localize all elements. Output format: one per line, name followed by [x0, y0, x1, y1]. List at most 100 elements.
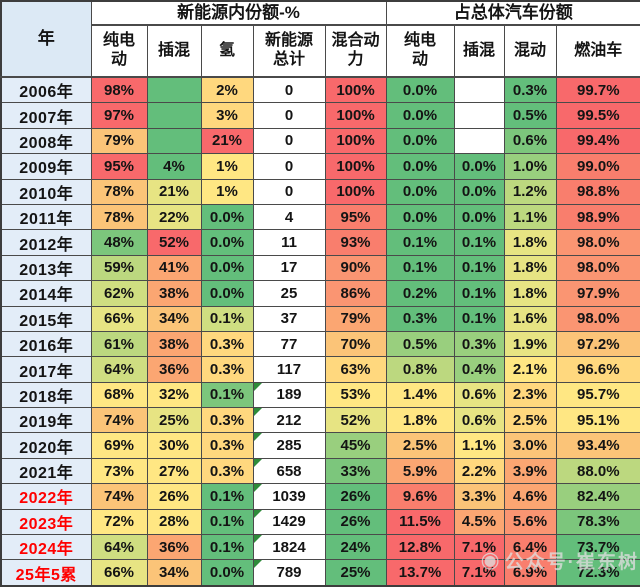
value-cell: 1.8%: [503, 254, 557, 282]
corner-note-triangle-icon: [254, 484, 262, 493]
year-cell: 2022年: [0, 483, 92, 510]
value-cell: 0: [252, 153, 326, 180]
value-cell: 22%: [146, 203, 202, 231]
value-cell: 93%: [324, 229, 387, 256]
value-cell: 0.0%: [453, 203, 505, 231]
value-cell: 90%: [324, 254, 387, 282]
value-cell: 27%: [146, 457, 202, 485]
value-cell: 0.1%: [453, 254, 505, 282]
value-cell: 0: [252, 127, 326, 155]
value-cell: 73%: [90, 457, 148, 485]
value-cell: 100%: [324, 178, 387, 205]
value-cell: 3.3%: [453, 483, 505, 510]
value-cell: 1.1%: [453, 432, 505, 459]
value-cell: 25%: [324, 559, 387, 587]
value-cell: 98.0%: [555, 229, 640, 256]
value-cell: 100%: [324, 76, 387, 104]
value-cell: 45%: [324, 432, 387, 459]
value-cell: 3.0%: [503, 432, 557, 459]
value-cell: 0.1%: [453, 280, 505, 307]
value-cell: 99.5%: [555, 102, 640, 129]
table-row: 2013年 59% 41% 0.0% 17 90% 0.1% 0.1% 1.8% 98.0%: [0, 254, 640, 282]
value-cell: 38%: [146, 280, 202, 307]
value-cell: 0.0%: [385, 178, 455, 205]
value-cell: 2.2%: [453, 457, 505, 485]
value-cell: 52%: [324, 407, 387, 434]
value-cell: 0.0%: [200, 559, 254, 587]
table-row: 2008年 79% 21% 0 100% 0.0% 0.6% 99.4%: [0, 127, 640, 155]
value-cell: 0.3%: [503, 76, 557, 104]
value-cell: 28%: [146, 508, 202, 536]
value-cell: 73.7%: [555, 534, 640, 561]
value-cell: 0.0%: [200, 254, 254, 282]
value-cell: 2.3%: [503, 381, 557, 409]
year-cell: 2017年: [0, 356, 92, 383]
value-cell: 0.1%: [385, 229, 455, 256]
value-cell: 88.0%: [555, 457, 640, 485]
value-cell: 2.1%: [503, 356, 557, 383]
value-cell: 59%: [90, 254, 148, 282]
value-cell: 0.3%: [200, 457, 254, 485]
value-cell: 100%: [324, 153, 387, 180]
value-cell: 0.3%: [453, 330, 505, 358]
value-cell: 34%: [146, 305, 202, 332]
value-cell: 0.2%: [385, 280, 455, 307]
value-cell: 1.8%: [385, 407, 455, 434]
value-cell: 0.0%: [453, 153, 505, 180]
corner-note-triangle-icon: [254, 535, 262, 544]
table-row: 2018年 68% 32% 0.1% 189 53% 1.4% 0.6% 2.3% 95.7%: [0, 381, 640, 409]
value-cell: 32%: [146, 381, 202, 409]
value-cell: 52%: [146, 229, 202, 256]
value-cell: 0.5%: [503, 102, 557, 129]
value-cell: 34%: [146, 559, 202, 587]
value-cell: 100%: [324, 102, 387, 129]
year-cell: 2010年: [0, 178, 92, 205]
year-cell: 2021年: [0, 457, 92, 485]
value-cell: 0.6%: [453, 407, 505, 434]
value-cell: 6.4%: [503, 534, 557, 561]
value-cell: 0.8%: [385, 356, 455, 383]
year-cell: 2018年: [0, 381, 92, 409]
value-cell: 0.6%: [503, 127, 557, 155]
value-cell: 0.1%: [200, 305, 254, 332]
value-cell: 86%: [324, 280, 387, 307]
value-cell: 0.3%: [200, 407, 254, 434]
value-cell: 69%: [90, 432, 148, 459]
value-cell: 1824: [252, 534, 326, 561]
value-cell: 78%: [90, 178, 148, 205]
value-cell: 0.0%: [385, 102, 455, 129]
value-cell: 72%: [90, 508, 148, 536]
value-cell: 2.5%: [503, 407, 557, 434]
value-cell: 6.9%: [503, 559, 557, 587]
value-cell: 4.5%: [453, 508, 505, 536]
value-cell: 0.1%: [453, 229, 505, 256]
table-row: 2024年 64% 36% 0.1% 1824 24% 12.8% 7.1% 6.4% 73.7%: [0, 534, 640, 561]
column-header: 氢: [200, 24, 254, 78]
value-cell: 658: [252, 457, 326, 485]
value-cell: 1.8%: [503, 229, 557, 256]
value-cell: 0.0%: [385, 76, 455, 104]
value-cell: 0.1%: [385, 254, 455, 282]
value-cell: 98.8%: [555, 178, 640, 205]
value-cell: 0: [252, 178, 326, 205]
value-cell: 97%: [90, 102, 148, 129]
table-row: 2015年 66% 34% 0.1% 37 79% 0.3% 0.1% 1.6% 98.0%: [0, 305, 640, 332]
value-cell: 4: [252, 203, 326, 231]
value-cell: 77: [252, 330, 326, 358]
column-header: 混合动 力: [324, 24, 387, 78]
value-cell: 98.9%: [555, 203, 640, 231]
table-row: 2016年 61% 38% 0.3% 77 70% 0.5% 0.3% 1.9% 97.2%: [0, 330, 640, 358]
value-cell: 97.2%: [555, 330, 640, 358]
value-cell: 2%: [200, 76, 254, 104]
value-cell: 7.1%: [453, 534, 505, 561]
value-cell: 0: [252, 102, 326, 129]
year-cell: 2019年: [0, 407, 92, 434]
value-cell: 93.4%: [555, 432, 640, 459]
value-cell: 95%: [90, 153, 148, 180]
value-cell: 1.6%: [503, 305, 557, 332]
table-row: 25年5累 66% 34% 0.0% 789 25% 13.7% 7.1% 6.9% 72.3%: [0, 559, 640, 587]
value-cell: 21%: [200, 127, 254, 155]
year-cell: 2023年: [0, 508, 92, 536]
value-cell: 1.9%: [503, 330, 557, 358]
